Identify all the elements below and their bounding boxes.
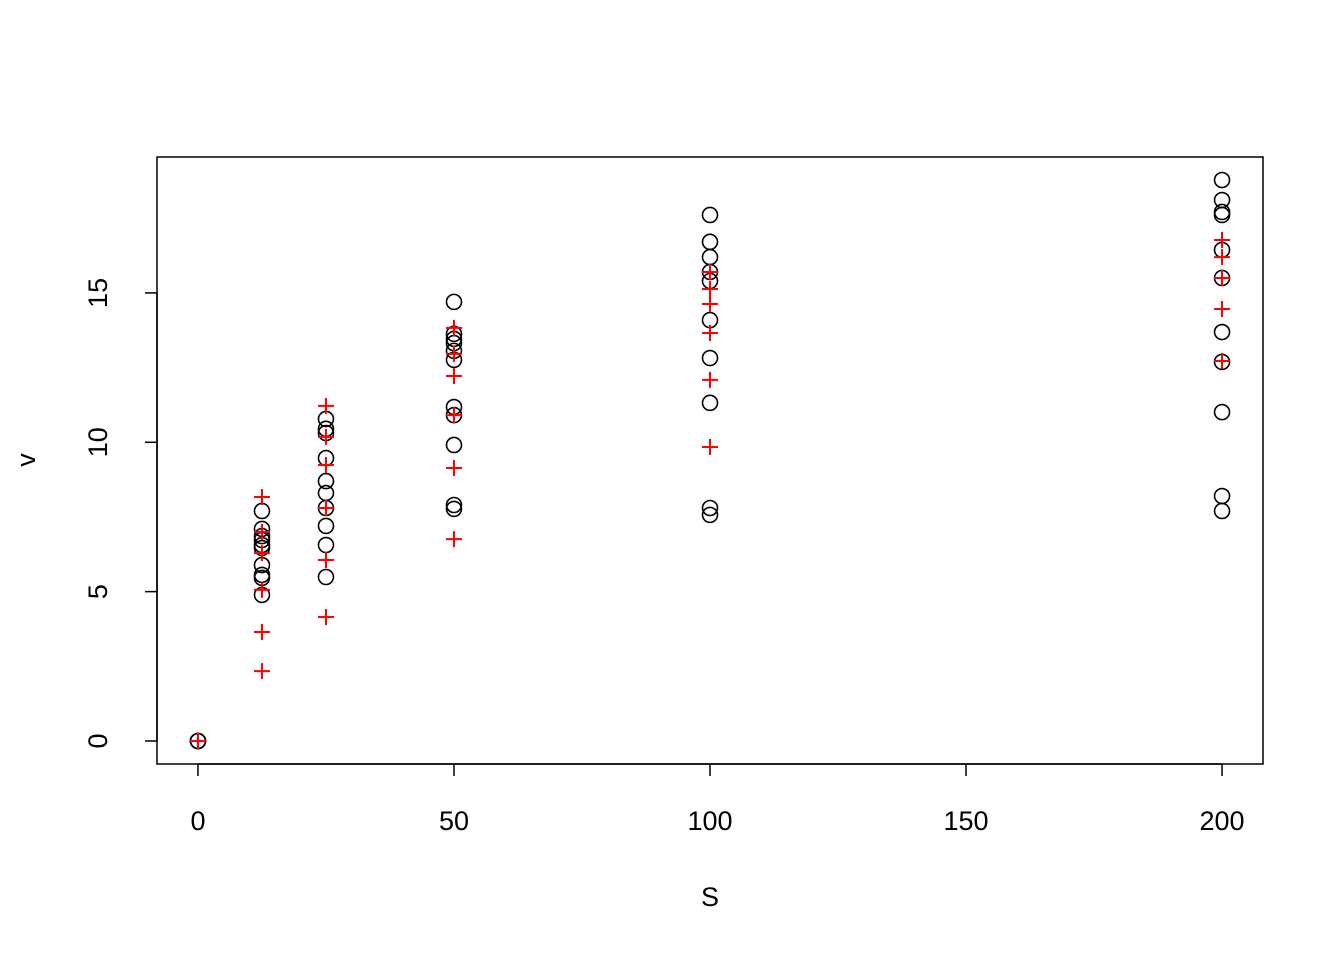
point (253, 545, 270, 562)
point (1213, 171, 1231, 189)
point (317, 499, 334, 516)
y-axis-label: v (11, 453, 41, 467)
point (1213, 502, 1231, 520)
point (702, 371, 718, 388)
point (317, 472, 335, 490)
x-tick-label: 50 (439, 806, 469, 836)
y-tick-label: 10 (83, 427, 113, 457)
point (1213, 191, 1231, 209)
point (445, 319, 462, 336)
point (1213, 403, 1231, 421)
point (317, 428, 334, 445)
point (1213, 487, 1231, 505)
point (445, 293, 463, 311)
point (445, 496, 463, 514)
point (253, 502, 271, 520)
x-tick-label: 100 (687, 806, 732, 836)
point (445, 407, 462, 424)
x-tick-label: 150 (943, 806, 988, 836)
y-tick-label: 15 (83, 278, 113, 308)
point (1214, 249, 1231, 266)
point (702, 439, 718, 456)
point (253, 581, 270, 598)
point (701, 506, 719, 524)
x-axis-label: S (701, 882, 719, 912)
point (317, 484, 335, 502)
point (701, 394, 719, 412)
point (702, 264, 718, 281)
point (253, 663, 270, 680)
point (445, 459, 462, 476)
point (1214, 232, 1231, 249)
point (701, 248, 719, 266)
point (702, 281, 718, 298)
point (317, 609, 334, 626)
point (445, 345, 462, 362)
point (701, 499, 719, 517)
point (702, 295, 718, 312)
point (445, 367, 462, 384)
point (189, 732, 206, 749)
point (253, 523, 270, 540)
point (445, 531, 462, 548)
point (1214, 269, 1231, 286)
x-tick-label: 200 (1200, 806, 1245, 836)
point (445, 436, 463, 454)
point (317, 536, 335, 554)
point (701, 349, 719, 367)
point (702, 324, 718, 341)
point (1214, 301, 1231, 318)
point (701, 206, 719, 224)
plot-box (156, 156, 1264, 765)
point (253, 623, 270, 640)
point (317, 456, 334, 473)
point (317, 568, 335, 586)
point (317, 517, 335, 535)
point (317, 551, 334, 568)
x-tick-label: 0 (190, 806, 205, 836)
point (1213, 323, 1231, 341)
point (701, 233, 719, 251)
point (317, 397, 334, 414)
point (253, 488, 270, 505)
point (445, 500, 463, 518)
point (1213, 206, 1231, 224)
y-tick-label: 0 (83, 733, 113, 748)
point (1214, 353, 1231, 370)
y-tick-label: 5 (83, 584, 113, 599)
